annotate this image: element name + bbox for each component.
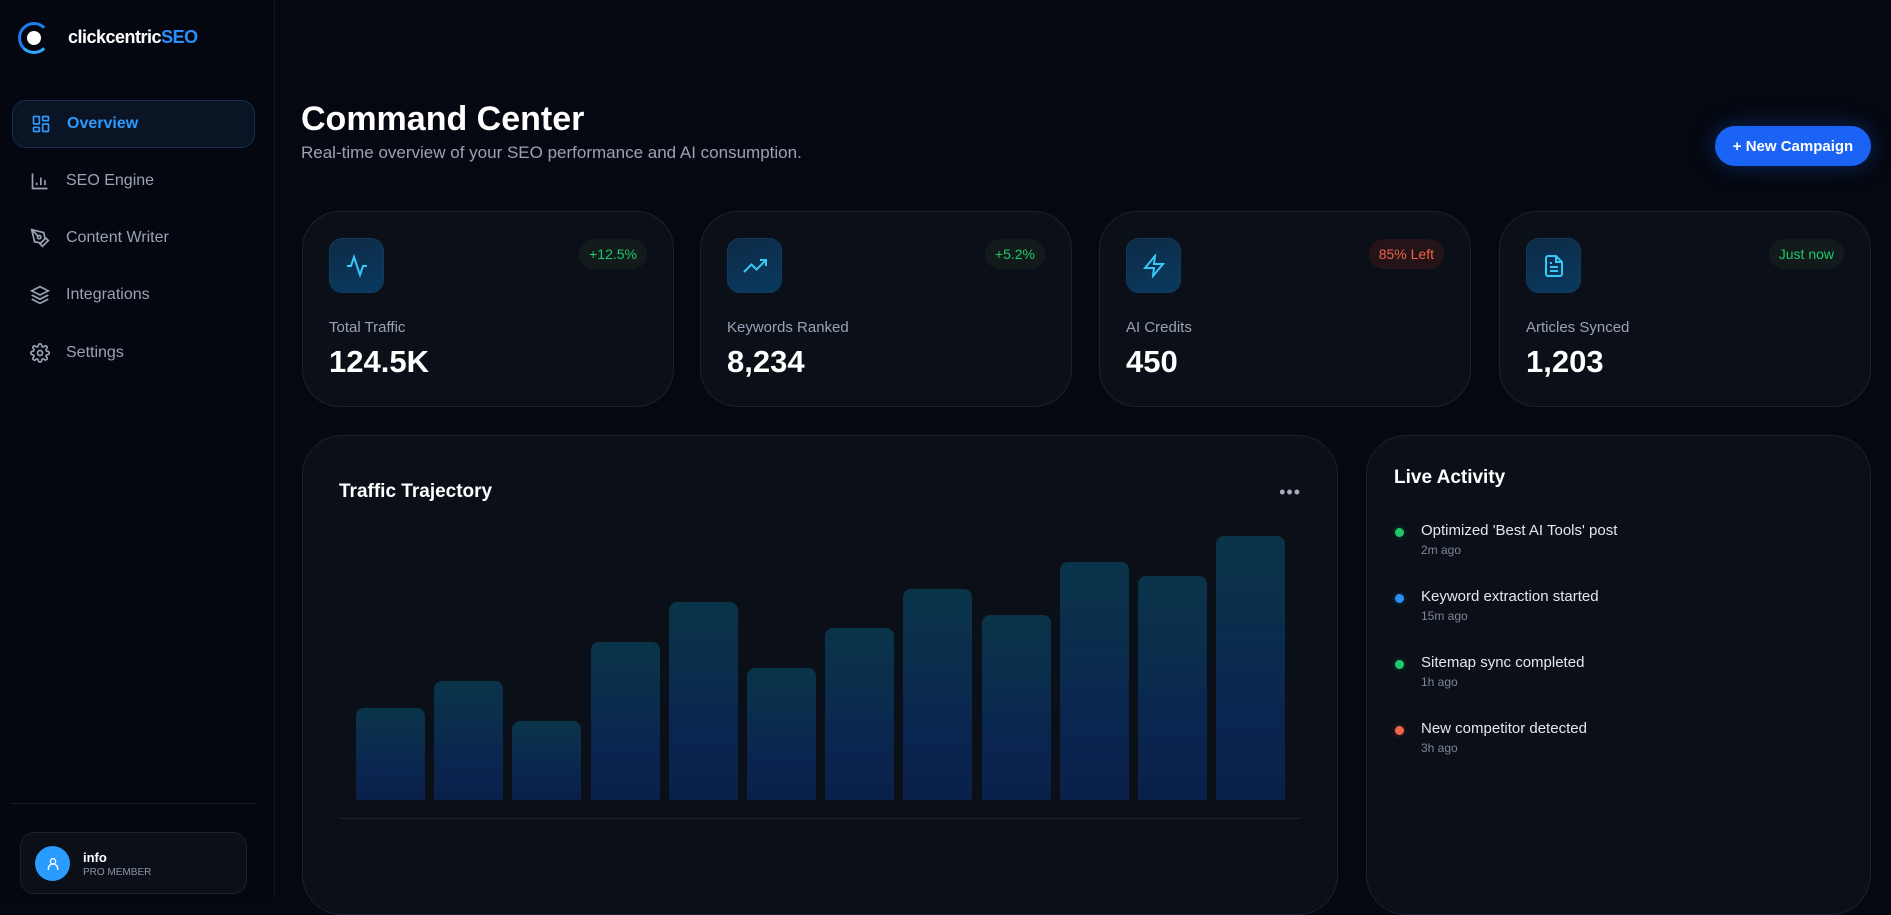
activity-icon bbox=[346, 253, 367, 278]
stat-card-keywords-ranked: +5.2% Keywords Ranked 8,234 bbox=[700, 211, 1072, 407]
new-campaign-button[interactable]: + New Campaign bbox=[1715, 126, 1871, 166]
status-dot-icon bbox=[1395, 594, 1404, 603]
zap-icon bbox=[1142, 253, 1165, 278]
chart-bar[interactable] bbox=[590, 641, 660, 800]
chart-bar[interactable] bbox=[668, 602, 738, 800]
trending-up-icon bbox=[742, 258, 767, 273]
file-text-icon bbox=[1544, 254, 1563, 277]
nav-label: Settings bbox=[66, 344, 124, 361]
status-dot-icon bbox=[1395, 528, 1404, 537]
user-icon bbox=[47, 857, 58, 870]
stat-badge: +12.5% bbox=[579, 239, 647, 269]
chart-bar[interactable] bbox=[356, 707, 425, 800]
gear-icon bbox=[30, 343, 50, 363]
user-role: PRO MEMBER bbox=[83, 867, 152, 878]
avatar bbox=[35, 846, 70, 881]
brand-name[interactable]: clickcentricSEO bbox=[68, 27, 198, 48]
chart-bar[interactable] bbox=[1138, 575, 1207, 800]
page-title: Command Center bbox=[301, 100, 585, 138]
pen-tool-icon bbox=[30, 228, 50, 248]
activity-time: 3h ago bbox=[1421, 741, 1458, 755]
stat-badge: +5.2% bbox=[984, 239, 1045, 269]
user-profile-card[interactable]: info PRO MEMBER bbox=[20, 832, 247, 894]
chart-bar[interactable] bbox=[1216, 536, 1286, 800]
page-subtitle: Real-time overview of your SEO performan… bbox=[301, 143, 802, 162]
chart-bar[interactable] bbox=[747, 668, 816, 800]
sidebar-item-seo-engine[interactable]: SEO Engine bbox=[12, 157, 255, 205]
layers-icon bbox=[30, 285, 50, 305]
nav-label: SEO Engine bbox=[66, 172, 155, 189]
stat-label: AI Credits bbox=[1126, 319, 1192, 336]
chart-bar[interactable] bbox=[434, 681, 504, 800]
stat-badge: Just now bbox=[1768, 239, 1844, 269]
brand-main: clickcentric bbox=[68, 27, 162, 47]
stat-label: Articles Synced bbox=[1526, 319, 1630, 336]
activity-text: Keyword extraction started bbox=[1421, 588, 1599, 605]
activity-time: 2m ago bbox=[1421, 543, 1462, 557]
chart-baseline bbox=[339, 818, 1301, 819]
sidebar-item-content-writer[interactable]: Content Writer bbox=[12, 214, 255, 262]
status-dot-icon bbox=[1395, 726, 1404, 735]
sidebar-divider bbox=[11, 803, 256, 804]
activity-time: 15m ago bbox=[1421, 609, 1468, 623]
more-options-icon[interactable]: ••• bbox=[1279, 482, 1301, 502]
stat-value: 450 bbox=[1126, 344, 1178, 379]
stat-badge: 85% Left bbox=[1368, 239, 1444, 269]
sidebar: clickcentricSEO Overview SEO Engine Cont… bbox=[0, 0, 275, 897]
stat-label: Keywords Ranked bbox=[727, 319, 849, 336]
nav-label: Integrations bbox=[66, 286, 150, 303]
nav-label: Content Writer bbox=[66, 229, 169, 246]
nav-label: Overview bbox=[67, 115, 139, 132]
activity-text: New competitor detected bbox=[1421, 720, 1587, 737]
sidebar-item-settings[interactable]: Settings bbox=[12, 329, 255, 377]
stat-value: 1,203 bbox=[1526, 344, 1604, 379]
activity-text: Sitemap sync completed bbox=[1421, 654, 1585, 671]
sidebar-item-integrations[interactable]: Integrations bbox=[12, 271, 255, 319]
chart-bar[interactable] bbox=[903, 588, 973, 800]
stat-value: 8,234 bbox=[727, 344, 805, 379]
chart-bar[interactable] bbox=[825, 628, 895, 800]
activity-time: 1h ago bbox=[1421, 675, 1458, 689]
user-name: info bbox=[83, 850, 107, 865]
chart-bar[interactable] bbox=[512, 720, 582, 800]
grid-icon bbox=[32, 115, 50, 133]
activity-text: Optimized 'Best AI Tools' post bbox=[1421, 522, 1618, 539]
chart-bar[interactable] bbox=[1059, 562, 1129, 800]
logo-icon bbox=[18, 22, 50, 54]
bar-chart-icon bbox=[31, 173, 48, 190]
sidebar-item-overview[interactable]: Overview bbox=[12, 100, 255, 148]
chart-bar[interactable] bbox=[981, 615, 1051, 800]
traffic-chart-panel: Traffic Trajectory ••• bbox=[302, 435, 1338, 915]
stat-card-total-traffic: +12.5% Total Traffic 124.5K bbox=[302, 211, 674, 407]
live-activity-panel: Live Activity Optimized 'Best AI Tools' … bbox=[1366, 435, 1871, 915]
stat-value: 124.5K bbox=[329, 344, 429, 379]
brand-accent: SEO bbox=[161, 27, 198, 47]
status-dot-icon bbox=[1395, 660, 1404, 669]
stat-card-articles-synced: Just now Articles Synced 1,203 bbox=[1499, 211, 1871, 407]
activity-title: Live Activity bbox=[1394, 467, 1506, 488]
chart-title: Traffic Trajectory bbox=[339, 481, 493, 502]
stat-card-ai-credits: 85% Left AI Credits 450 bbox=[1099, 211, 1471, 407]
stat-label: Total Traffic bbox=[329, 319, 406, 336]
